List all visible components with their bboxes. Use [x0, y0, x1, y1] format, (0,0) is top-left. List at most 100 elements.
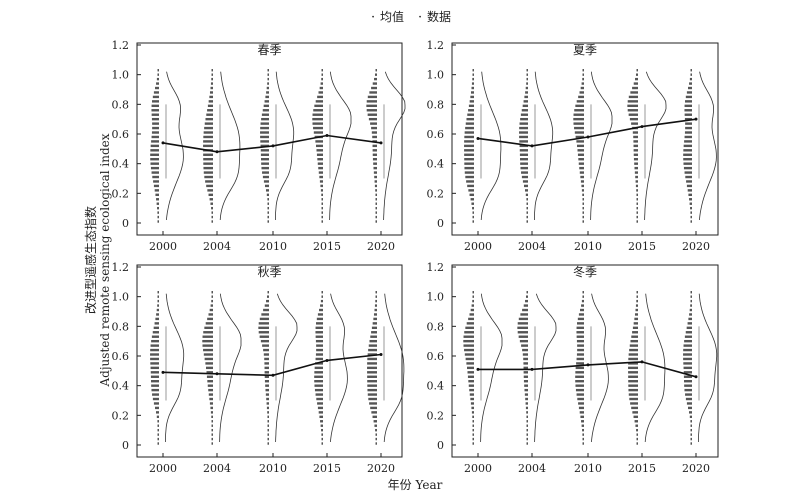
distribution-bar — [525, 91, 528, 94]
distribution-bar — [521, 344, 528, 347]
distribution-bar — [206, 184, 213, 188]
distribution-bar — [464, 131, 474, 134]
distribution-bar — [312, 113, 323, 116]
x-tick-label: 2020 — [367, 240, 395, 253]
y-tick-label: 0.4 — [112, 380, 130, 393]
distribution-bar — [636, 215, 638, 219]
distribution-bar — [261, 113, 269, 116]
distribution-bar — [578, 402, 584, 405]
mean-line — [477, 118, 697, 147]
x-tick-label: 2004 — [518, 462, 546, 475]
distribution-bar — [209, 95, 213, 99]
distribution-bar — [632, 411, 638, 414]
distribution-bar — [582, 220, 584, 223]
distribution-bar — [260, 131, 269, 134]
distribution-bar — [636, 291, 638, 294]
distribution-bar — [375, 193, 377, 197]
distribution-bar — [267, 415, 269, 419]
distribution-bar — [320, 424, 323, 427]
distribution-bar — [636, 220, 638, 223]
distribution-bar — [471, 82, 474, 85]
distribution-bar — [264, 184, 269, 188]
distribution-bar — [684, 171, 692, 174]
distribution-bar — [372, 322, 377, 325]
distribution-bar — [157, 211, 159, 214]
distribution-bar — [260, 126, 269, 130]
distribution-bar — [525, 402, 528, 405]
distribution-bar — [472, 220, 474, 223]
density-curve — [219, 71, 241, 221]
distribution-bar — [151, 388, 159, 392]
distribution-bar — [261, 313, 269, 316]
distribution-bar — [367, 371, 377, 374]
distribution-bar — [581, 82, 584, 85]
distribution-bar — [314, 104, 323, 108]
distribution-bar — [151, 104, 159, 108]
density-curve — [590, 71, 613, 221]
distribution-bar — [582, 215, 584, 219]
distribution-bar — [636, 433, 638, 436]
distribution-bar — [371, 331, 377, 334]
distribution-bar — [578, 95, 584, 99]
distribution-bar — [469, 393, 474, 396]
distribution-bar — [156, 77, 159, 81]
distribution-bar — [211, 215, 213, 219]
distribution-bar — [576, 326, 584, 330]
distribution-bar — [468, 317, 474, 321]
distribution-bar — [371, 326, 377, 330]
distribution-bar — [150, 162, 159, 165]
distribution-bar — [525, 299, 528, 303]
distribution-bar — [375, 198, 377, 201]
distribution-bar — [628, 362, 638, 365]
distribution-bar — [313, 109, 323, 112]
distribution-bar — [582, 433, 584, 436]
distribution-bar — [315, 326, 323, 330]
distribution-bar — [472, 73, 474, 76]
distribution-bar — [468, 380, 474, 383]
distribution-bar — [575, 380, 584, 383]
distribution-bar — [467, 371, 474, 374]
distribution-bar — [368, 348, 377, 352]
distribution-bar — [687, 406, 692, 410]
x-tick-label: 2000 — [149, 462, 177, 475]
distribution-bar — [685, 397, 692, 401]
distribution-bar — [157, 442, 159, 445]
distribution-bar — [465, 326, 474, 330]
distribution-bar — [472, 206, 474, 210]
distribution-bar — [265, 388, 269, 392]
distribution-bar — [634, 162, 638, 165]
distribution-bar — [157, 291, 159, 294]
distribution-bar — [208, 393, 213, 396]
distribution-bar — [157, 73, 159, 76]
distribution-bar — [517, 322, 528, 325]
distribution-bar — [526, 215, 528, 219]
distribution-bar — [633, 149, 638, 152]
distribution-bar — [150, 348, 159, 352]
density-curve — [698, 293, 718, 442]
distribution-bar — [526, 411, 528, 414]
distribution-bar — [575, 375, 584, 378]
panel-1: 春季 0 0.2 0.4 0.6 0.8 1.0 1.2 2000 2004 2010 2015 202… — [112, 39, 406, 253]
distribution-bar — [375, 206, 377, 210]
mean-point — [271, 373, 275, 377]
distribution-bar — [210, 304, 213, 307]
distribution-bar — [636, 211, 638, 214]
mean-point — [476, 136, 480, 140]
distribution-bar — [690, 206, 692, 210]
distribution-bar — [265, 393, 269, 396]
distribution-bar — [519, 122, 528, 125]
y-tick-label: 0.6 — [427, 350, 445, 363]
distribution-bar — [373, 162, 377, 165]
distribution-bar — [204, 122, 213, 125]
distribution-bar — [688, 86, 692, 90]
distribution-bar — [521, 175, 528, 179]
mean-point — [215, 372, 219, 376]
distribution-bar — [157, 428, 159, 432]
distribution-bar — [472, 428, 474, 432]
distribution-bar — [472, 291, 474, 294]
distribution-bar — [314, 366, 323, 370]
distribution-bar — [635, 308, 638, 312]
distribution-bar — [372, 144, 377, 148]
distribution-bar — [628, 371, 638, 374]
distribution-bar — [375, 69, 377, 72]
